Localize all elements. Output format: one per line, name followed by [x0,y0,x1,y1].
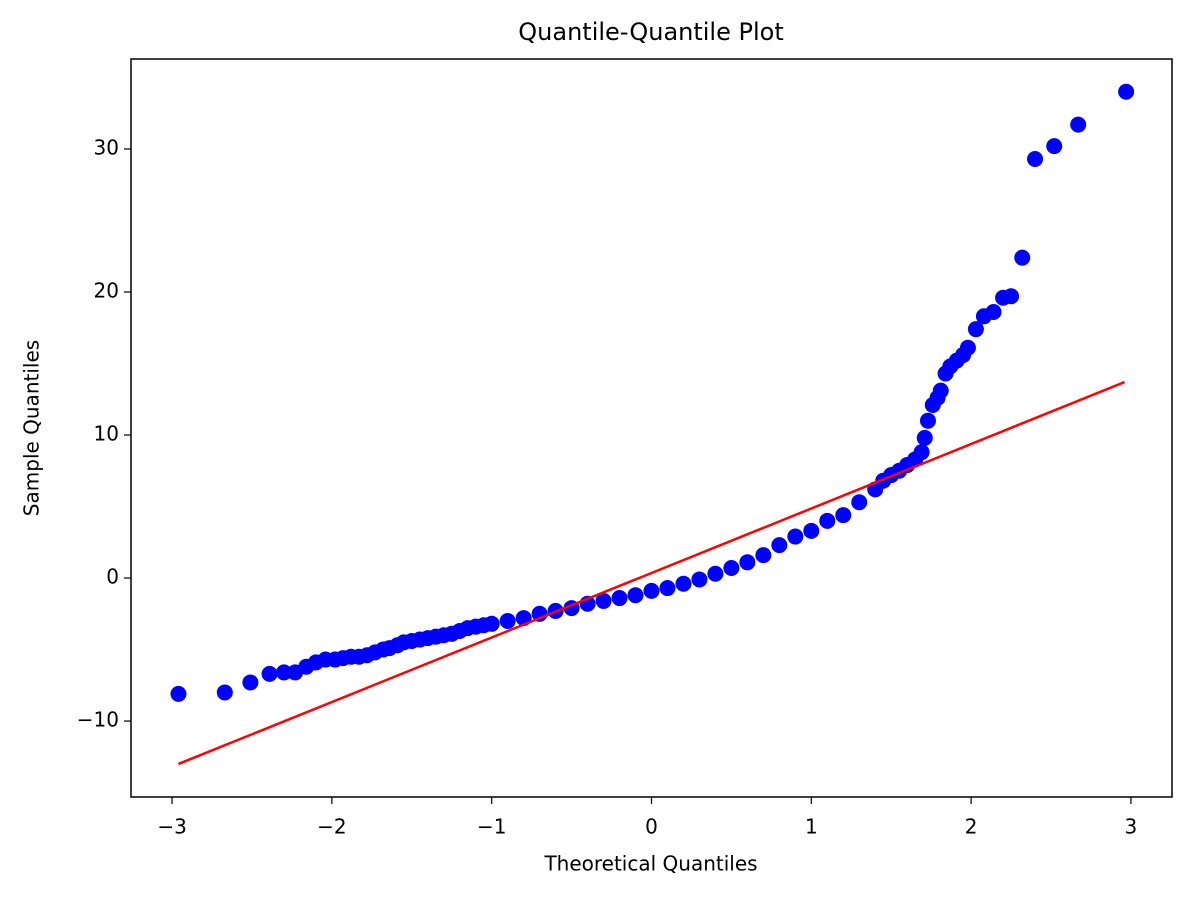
point [771,537,788,554]
point [611,590,628,607]
y-tick-label: 20 [94,278,119,302]
x-tick-label: −1 [477,815,506,839]
x-tick-label: 1 [805,815,818,839]
point [595,592,612,609]
point [1027,150,1044,167]
plot-frame [130,58,1173,798]
point [216,684,233,701]
x-tick-label: 3 [1125,815,1138,839]
point [483,615,500,632]
point [1003,288,1020,305]
point [723,560,740,577]
point [1046,138,1063,155]
point [835,507,852,524]
y-axis-label: Sample Quantiles [20,340,44,516]
point [261,665,278,682]
x-tick-label: −3 [157,815,186,839]
point [499,612,516,629]
point [803,522,820,539]
point [691,571,708,588]
point [627,587,644,604]
point [739,554,756,571]
point [659,580,676,597]
y-tick-label: 10 [94,422,119,446]
fit-line [177,380,1126,766]
point [643,582,660,599]
point [675,575,692,592]
point [1014,249,1031,266]
point [170,685,187,702]
point [242,674,259,691]
y-tick-label: 30 [94,135,119,159]
x-tick-label: −2 [317,815,346,839]
point [985,304,1002,321]
point [707,565,724,582]
point [787,528,804,545]
x-tick-label: 0 [645,815,658,839]
point [755,547,772,564]
point [959,339,976,356]
y-tick-label: −10 [77,708,119,732]
point [819,512,836,529]
point [919,412,936,429]
x-tick-label: 2 [965,815,978,839]
point [967,321,984,338]
point [916,429,933,446]
point [1070,116,1087,133]
x-axis-label: Theoretical Quantiles [543,852,757,876]
chart-title: Quantile-Quantile Plot [518,18,783,46]
point [851,494,868,511]
point [913,444,930,461]
point [275,664,292,681]
point [1118,83,1135,100]
point [932,382,949,399]
y-tick-label: 0 [106,565,119,589]
